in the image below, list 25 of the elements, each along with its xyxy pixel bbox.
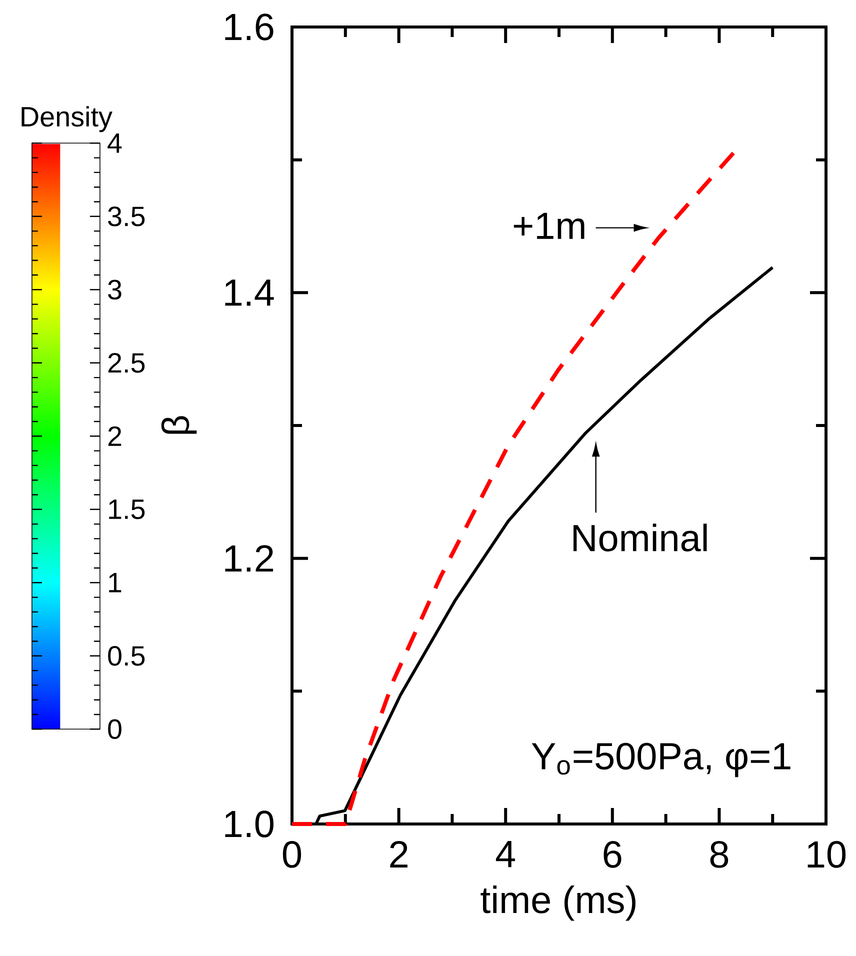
annotation: Y$_{o}$=500Pa, φ=1: [532, 742, 790, 778]
color-bar-label: 3: [108, 280, 122, 300]
annotation: Nominal: [574, 524, 707, 552]
color-bar-label: 1: [109, 573, 122, 592]
x-tick-label: 4: [496, 841, 516, 868]
y-tick-label: 1.2: [225, 545, 274, 572]
color-bar-title: Density: [22, 106, 112, 132]
color-bar-label: 2.5: [108, 353, 145, 373]
x-tick-label: 6: [604, 841, 622, 868]
x-tick-label: 8: [710, 841, 728, 868]
color-bar-label: 1.5: [109, 500, 145, 520]
color-bar-label: 2: [108, 426, 122, 446]
x-tick-label: 2: [390, 841, 408, 868]
color-bar-label: 4: [108, 134, 122, 153]
color-bar-label: 0: [108, 719, 122, 740]
x-tick-label: 10: [808, 841, 846, 868]
y-tick-label: 1.0: [225, 810, 274, 838]
y-axis-title: β: [161, 416, 197, 434]
color-bar-label: 0.5: [108, 646, 145, 666]
y-tick-label: 1.4: [225, 280, 274, 306]
annotation: +1m: [514, 212, 584, 239]
y-tick-label: 1.6: [225, 14, 274, 40]
x-tick-label: 0: [282, 841, 302, 868]
color-bar-label: 3.5: [108, 206, 145, 226]
x-axis-title: time (ms): [480, 886, 636, 921]
